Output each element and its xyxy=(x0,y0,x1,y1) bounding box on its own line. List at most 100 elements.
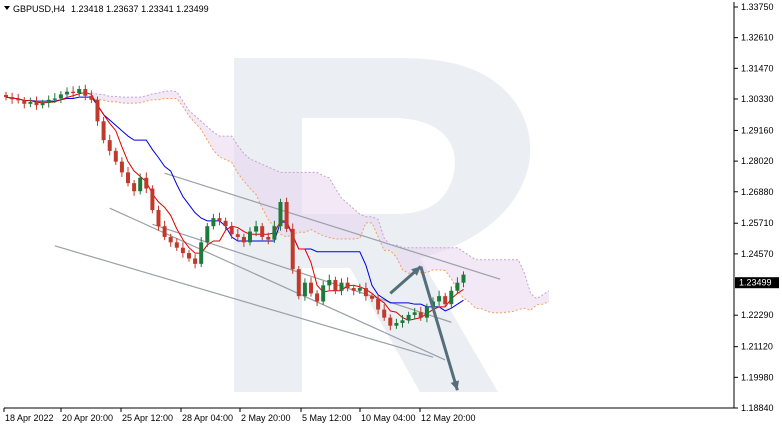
candle-body xyxy=(266,236,271,240)
x-tick-label: 18 Apr 2022 xyxy=(5,413,54,423)
candle-body xyxy=(28,101,33,104)
x-tick-label: 28 Apr 04:00 xyxy=(182,413,233,423)
y-tick-label: 1.26880 xyxy=(741,187,774,197)
candle-body xyxy=(260,226,265,237)
candle-body xyxy=(461,274,466,283)
kumo-area xyxy=(91,90,549,313)
candle-body xyxy=(46,99,51,104)
candle-body xyxy=(71,91,76,94)
candle-body xyxy=(333,279,338,291)
candle-body xyxy=(65,91,69,95)
trend-line[interactable] xyxy=(164,172,501,280)
candle-body xyxy=(400,320,405,324)
candle-body xyxy=(138,177,143,192)
candle-body xyxy=(180,247,185,254)
candle-body xyxy=(217,218,222,221)
candle-body xyxy=(132,183,137,192)
symbol-header: GBPUSD,H4 1.23418 1.23637 1.23341 1.2349… xyxy=(4,4,209,14)
forecast-arrow xyxy=(389,265,460,391)
candle-body xyxy=(174,242,179,248)
candle-body xyxy=(345,282,350,289)
tenkan-sen-path xyxy=(5,91,464,321)
candle-body xyxy=(437,296,442,302)
candle-body xyxy=(89,95,94,100)
candles xyxy=(4,84,466,331)
candle-body xyxy=(126,172,130,184)
candle-body xyxy=(52,98,57,100)
y-tick-label: 1.30330 xyxy=(741,94,774,104)
trend-line[interactable] xyxy=(54,245,434,358)
candle-body xyxy=(424,306,429,318)
candle-body xyxy=(382,309,387,318)
candle-body xyxy=(290,228,295,270)
forecast-down-leg xyxy=(419,266,459,391)
candle-body xyxy=(406,314,411,321)
y-tick-label: 1.19980 xyxy=(741,372,774,382)
y-axis: 1.33750 1.32610 1.31470 1.30330 1.29160 1.280… xyxy=(734,2,774,413)
y-tick-label: 1.31470 xyxy=(741,63,774,73)
candle-body xyxy=(211,218,216,227)
candle-body xyxy=(83,89,88,96)
candle-body xyxy=(156,210,161,227)
candle-body xyxy=(351,288,356,291)
y-tick-label: 1.24570 xyxy=(741,249,774,259)
x-tick-label: 25 Apr 12:00 xyxy=(122,413,173,423)
y-tick-label: 1.22290 xyxy=(741,310,774,320)
arrow-head-up-icon xyxy=(411,266,421,276)
candle-body xyxy=(370,296,374,299)
candle-body xyxy=(199,242,204,264)
candle-body xyxy=(107,140,112,151)
candle-body xyxy=(4,94,8,98)
dropdown-triangle-icon[interactable] xyxy=(4,6,10,10)
arrow-head-down-icon xyxy=(450,380,460,391)
candle-body xyxy=(187,253,191,259)
candle-body xyxy=(235,234,240,237)
y-tick-label: 1.33750 xyxy=(741,2,774,12)
y-tick-label: 1.21120 xyxy=(741,342,773,352)
x-tick-label: 10 May 04:00 xyxy=(361,413,416,423)
candle-body xyxy=(58,94,63,99)
y-tick-label: 1.28020 xyxy=(741,156,774,166)
candle-body xyxy=(248,231,252,243)
candle-body xyxy=(327,279,332,286)
candle-body xyxy=(296,269,301,297)
senkou-span-b xyxy=(91,97,550,314)
ichimoku-cloud xyxy=(91,90,550,314)
candle-body xyxy=(254,226,259,232)
ohlc-values: 1.23418 1.23637 1.23341 1.23499 xyxy=(71,4,209,14)
y-tick-label: 1.25710 xyxy=(741,218,774,228)
candle-body xyxy=(162,226,167,237)
candle-body xyxy=(412,312,417,315)
candle-body xyxy=(449,290,454,305)
candle-body xyxy=(321,285,326,302)
candle-body xyxy=(357,288,362,291)
candle-body xyxy=(272,226,277,240)
svg-text:1.23499: 1.23499 xyxy=(739,278,772,288)
candle-body xyxy=(229,226,234,235)
candle-body xyxy=(40,103,45,106)
candle-body xyxy=(223,220,228,227)
candle-body xyxy=(278,201,283,227)
candle-body xyxy=(193,258,198,264)
trend-line[interactable] xyxy=(152,223,452,323)
candle-body xyxy=(443,296,448,305)
y-tick-label: 1.32610 xyxy=(741,33,774,43)
candle-body xyxy=(113,150,118,162)
candle-body xyxy=(376,298,381,310)
candle-body xyxy=(309,282,313,294)
x-tick-label: 5 May 12:00 xyxy=(302,413,352,423)
candle-body xyxy=(101,121,106,141)
candle-body xyxy=(418,312,423,318)
candle-body xyxy=(302,282,307,297)
candle-body xyxy=(388,317,393,326)
x-axis: 18 Apr 2022 20 Apr 20:00 25 Apr 12:00 28 Ap… xyxy=(3,408,476,423)
symbol-label: GBPUSD,H4 xyxy=(13,4,65,14)
candle-body xyxy=(339,282,344,291)
candle-body xyxy=(284,201,289,229)
senkou-span-a xyxy=(91,90,550,300)
candle-body xyxy=(394,323,399,326)
y-tick-label: 1.18840 xyxy=(741,403,774,413)
candle-body xyxy=(22,100,27,104)
